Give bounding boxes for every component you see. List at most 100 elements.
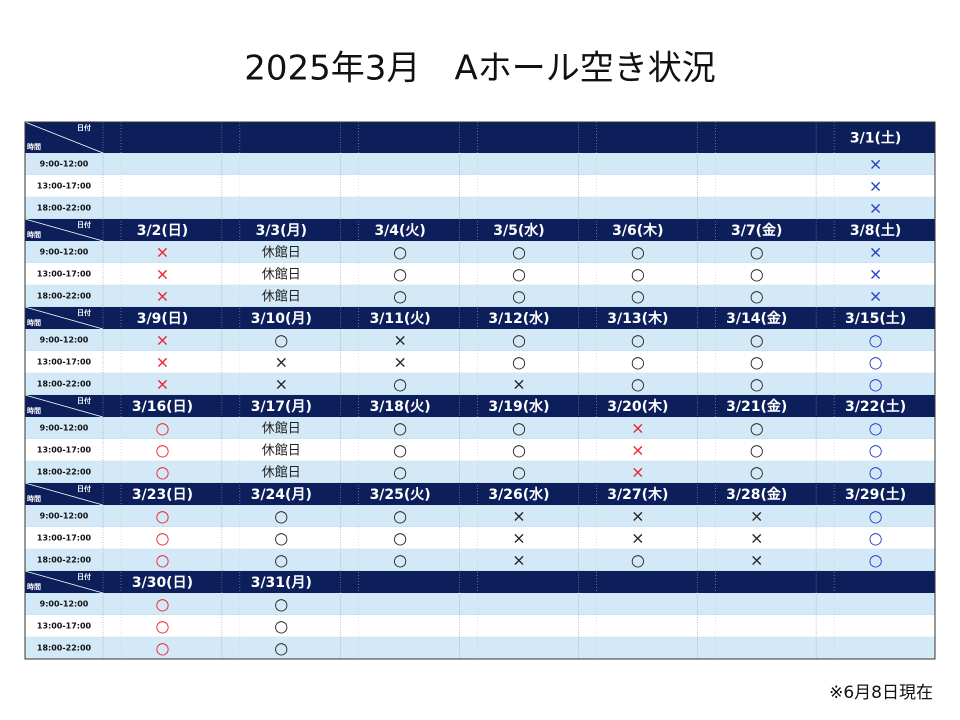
- day-label: 3/20(木): [607, 398, 668, 415]
- availability-mark: ○: [393, 265, 407, 284]
- date-label: 日付: [77, 308, 91, 317]
- availability-mark: ×: [869, 287, 882, 306]
- date-label: 日付: [77, 123, 91, 132]
- availability-mark: ○: [869, 507, 883, 526]
- page-title: 2025年3月 Aホール空き状況: [244, 49, 715, 89]
- day-label: 3/4(火): [374, 223, 425, 239]
- availability-mark: ×: [156, 243, 169, 262]
- time-slot-label: 13:00-17:00: [37, 270, 92, 279]
- time-label: 時間: [27, 582, 41, 591]
- day-label: 3/23(日): [132, 487, 193, 503]
- availability-mark: ×: [156, 265, 169, 284]
- availability-mark: ○: [631, 243, 645, 262]
- availability-mark: ○: [631, 287, 645, 306]
- closed-label: 休館日: [262, 444, 301, 459]
- availability-mark: ○: [869, 353, 883, 372]
- time-slot-label: 18:00-22:00: [37, 556, 92, 565]
- table-border: [24, 121, 936, 660]
- day-label: 3/27(木): [607, 486, 668, 503]
- closed-label: 休館日: [262, 268, 301, 283]
- header-diagonal: [24, 570, 104, 594]
- time-slot-label: 18:00-22:00: [37, 204, 92, 213]
- slot-row: [25, 285, 935, 307]
- day-label: 3/9(日): [137, 311, 188, 327]
- availability-mark: ×: [275, 375, 288, 394]
- availability-mark: ○: [512, 265, 526, 284]
- availability-mark: ○: [274, 507, 288, 526]
- availability-mark: ○: [869, 375, 883, 394]
- week-header: [25, 307, 935, 329]
- availability-mark: ×: [631, 507, 644, 526]
- availability-mark: ○: [274, 617, 288, 636]
- slot-row: [25, 329, 935, 351]
- header-diagonal: [24, 121, 104, 154]
- time-slot-label: 9:00-12:00: [40, 600, 89, 609]
- availability-mark: ○: [750, 265, 764, 284]
- slot-row: [25, 615, 935, 637]
- availability-mark: ○: [155, 507, 169, 526]
- availability-mark: ×: [393, 331, 406, 350]
- day-label: 3/3(月): [256, 223, 307, 239]
- availability-mark: ×: [869, 177, 882, 196]
- slot-row: [25, 637, 935, 659]
- availability-mark: ○: [512, 419, 526, 438]
- availability-mark: ○: [274, 595, 288, 614]
- day-label: 3/16(日): [132, 399, 193, 415]
- time-slot-label: 13:00-17:00: [37, 534, 92, 543]
- closed-label: 休館日: [262, 466, 301, 481]
- availability-mark: ○: [393, 419, 407, 438]
- time-slot-label: 9:00-12:00: [40, 424, 89, 433]
- availability-mark: ○: [869, 551, 883, 570]
- availability-mark: ○: [393, 375, 407, 394]
- time-slot-label: 13:00-17:00: [37, 358, 92, 367]
- availability-mark: ×: [156, 353, 169, 372]
- day-label: 3/28(金): [726, 486, 787, 503]
- slot-row: [25, 549, 935, 571]
- availability-mark: ○: [869, 419, 883, 438]
- week-header: [25, 219, 935, 241]
- availability-mark: ○: [155, 529, 169, 548]
- time-label: 時間: [27, 494, 41, 503]
- availability-mark: ○: [155, 441, 169, 460]
- day-label: 3/13(木): [607, 310, 668, 327]
- day-label: 3/26(水): [488, 486, 549, 503]
- availability-mark: ○: [155, 419, 169, 438]
- time-slot-label: 18:00-22:00: [37, 468, 92, 477]
- slot-row: [25, 263, 935, 285]
- availability-mark: ×: [869, 155, 882, 174]
- availability-mark: ○: [631, 331, 645, 350]
- day-label: 3/12(水): [488, 310, 549, 327]
- day-label: 3/2(日): [137, 223, 188, 239]
- day-label: 3/17(月): [251, 399, 312, 415]
- availability-mark: ×: [512, 375, 525, 394]
- availability-mark: ○: [393, 441, 407, 460]
- availability-mark: ○: [393, 287, 407, 306]
- availability-mark: ○: [393, 529, 407, 548]
- time-label: 時間: [27, 406, 41, 415]
- date-label: 日付: [77, 484, 91, 493]
- availability-mark: ○: [274, 331, 288, 350]
- week-header: [25, 483, 935, 505]
- availability-mark: ×: [869, 265, 882, 284]
- availability-mark: ○: [512, 331, 526, 350]
- day-label: 3/18(火): [370, 399, 431, 415]
- time-slot-label: 9:00-12:00: [40, 160, 89, 169]
- week-header: [25, 395, 935, 417]
- day-label: 3/29(土): [845, 486, 906, 503]
- availability-mark: ○: [512, 441, 526, 460]
- time-label: 時間: [27, 142, 41, 151]
- header-diagonal: [24, 218, 104, 242]
- day-label: 3/24(月): [251, 487, 312, 503]
- header-diagonal: [24, 306, 104, 330]
- day-label: 3/19(水): [488, 398, 549, 415]
- availability-mark: ○: [274, 529, 288, 548]
- header-diagonal: [24, 482, 104, 506]
- slot-row: [25, 153, 935, 175]
- day-label: 3/22(土): [845, 398, 906, 415]
- day-label: 3/7(金): [731, 222, 782, 239]
- availability-mark: ○: [869, 331, 883, 350]
- availability-mark: ○: [393, 507, 407, 526]
